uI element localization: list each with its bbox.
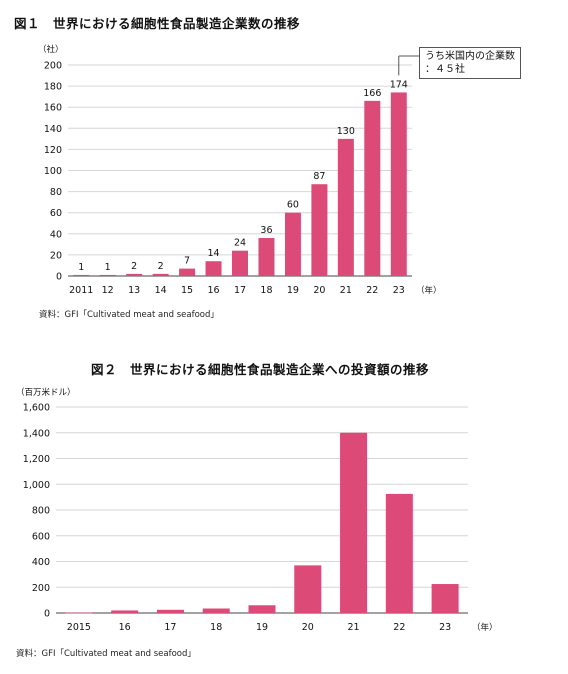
chart2-x-tick-label: 16 (119, 622, 131, 633)
chart1-y-tick-label: 200 (44, 61, 62, 72)
chart1-data-label: 174 (390, 79, 408, 90)
chart1-data-label: 87 (313, 171, 325, 182)
chart1-svg: 0204060801001201401601802002011112113214… (38, 44, 442, 296)
chart1-bar (99, 274, 116, 276)
chart1-data-label: 166 (363, 88, 381, 99)
chart2-bar (111, 610, 139, 613)
chart1-y-tick-label: 20 (50, 250, 62, 261)
chart1-source: 資料：GFI「Cultivated meat and seafood」 (39, 310, 219, 320)
chart1-y-tick-label: 180 (44, 82, 62, 93)
chart1-y-tick-label: 160 (44, 103, 62, 114)
chart1-x-tick-label: 13 (128, 285, 140, 296)
chart1-y-tick-label: 80 (50, 187, 62, 198)
chart1-data-label: 130 (337, 126, 355, 137)
chart2-y-tick-label: 1,600 (23, 403, 50, 414)
chart1-annotation-box: うち米国内の企業数 ：４５社 (419, 47, 521, 79)
chart1-bar (284, 212, 301, 276)
chart2-x-tick-label: 20 (302, 622, 314, 633)
chart1-x-tick-label: 21 (340, 285, 352, 296)
chart1-x-tick-label: 18 (260, 285, 272, 296)
chart2-bar (294, 565, 322, 613)
chart1-bar (152, 273, 169, 276)
chart1-x-tick-label: 2011 (69, 285, 93, 296)
chart2-bar (385, 493, 413, 613)
chart1-data-label: 7 (184, 256, 190, 267)
chart2-y-tick-label: 200 (32, 583, 50, 594)
chart1-x-tick-label: 23 (393, 285, 405, 296)
chart1-y-tick-label: 60 (50, 208, 62, 219)
chart2-bar (202, 608, 230, 613)
chart1-bar (232, 250, 248, 276)
chart1-bar (73, 274, 90, 276)
chart2-x-tick-label: 2015 (67, 622, 91, 633)
chart1-x-tick-label: 22 (366, 285, 378, 296)
chart2-y-tick-label: 600 (32, 531, 50, 542)
chart2-y-unit: （百万米ドル） (16, 387, 76, 398)
chart2-bar (431, 584, 459, 613)
chart1-x-tick-label: 14 (155, 285, 167, 296)
chart1-x-tick-label: 12 (102, 285, 114, 296)
chart1-data-label: 24 (234, 238, 246, 249)
chart1-data-label: 14 (207, 248, 219, 259)
chart2-x-unit: （年） (472, 622, 498, 633)
chart2-y-tick-label: 1,400 (23, 428, 50, 439)
chart1-x-unit: （年） (416, 285, 442, 296)
chart2-source: 資料：GFI「Cultivated meat and seafood」 (16, 649, 196, 659)
chart1-bar (205, 261, 222, 276)
chart1-bar (337, 138, 354, 276)
chart2-y-tick-label: 1,200 (23, 454, 50, 465)
chart1-y-unit: （社） (38, 44, 64, 55)
chart1-data-label: 36 (260, 225, 272, 236)
chart2-x-tick-label: 23 (439, 622, 451, 633)
chart2-bar (248, 605, 276, 613)
chart1-bar (179, 268, 196, 276)
chart2-x-tick-label: 17 (164, 622, 176, 633)
chart2-bar (65, 612, 93, 614)
chart2-x-tick-label: 22 (393, 622, 405, 633)
chart1-x-tick-label: 16 (207, 285, 219, 296)
chart1-y-tick-label: 40 (50, 229, 62, 240)
chart1-data-label: 60 (287, 200, 299, 211)
chart2-bar (340, 432, 368, 613)
chart1-x-tick-label: 19 (287, 285, 299, 296)
chart2-x-tick-label: 21 (348, 622, 360, 633)
chart1-title: 図１ 世界における細胞性食品製造企業数の推移 (14, 16, 301, 31)
chart1-y-tick-label: 0 (56, 272, 62, 283)
chart1-data-label: 2 (131, 261, 137, 272)
chart1-bar (258, 238, 275, 276)
chart1-bar (364, 100, 381, 277)
chart2-y-tick-label: 800 (32, 506, 50, 517)
chart1-annotation-line1: うち米国内の企業数 (425, 51, 515, 62)
chart1-bar (126, 273, 143, 276)
chart1-bar (311, 184, 328, 276)
chart2-x-tick-label: 18 (210, 622, 222, 633)
chart1-data-label: 2 (158, 261, 164, 272)
chart2-y-tick-label: 400 (32, 557, 50, 568)
chart1-y-tick-label: 120 (44, 145, 62, 156)
chart1-data-label: 1 (105, 262, 111, 273)
chart1-x-tick-label: 15 (181, 285, 193, 296)
chart2-bar (156, 609, 184, 613)
chart1-x-tick-label: 20 (313, 285, 325, 296)
chart1-data-label: 1 (78, 262, 84, 273)
chart2-title: 図２ 世界における細胞性食品製造企業への投資額の推移 (91, 362, 430, 377)
chart2-y-tick-label: 1,000 (23, 480, 50, 491)
chart1-annotation-line2: ：４５社 (425, 64, 465, 75)
chart1-x-tick-label: 17 (234, 285, 246, 296)
chart1-y-tick-label: 100 (44, 166, 62, 177)
chart1-y-tick-label: 140 (44, 124, 62, 135)
chart2-y-tick-label: 0 (44, 609, 50, 620)
chart2-x-tick-label: 19 (256, 622, 268, 633)
chart1-bar (390, 92, 407, 277)
chart2-svg: 0 200 400 600 800 1,000 1,200 1,400 1,600 2015 16 1… (16, 387, 498, 633)
